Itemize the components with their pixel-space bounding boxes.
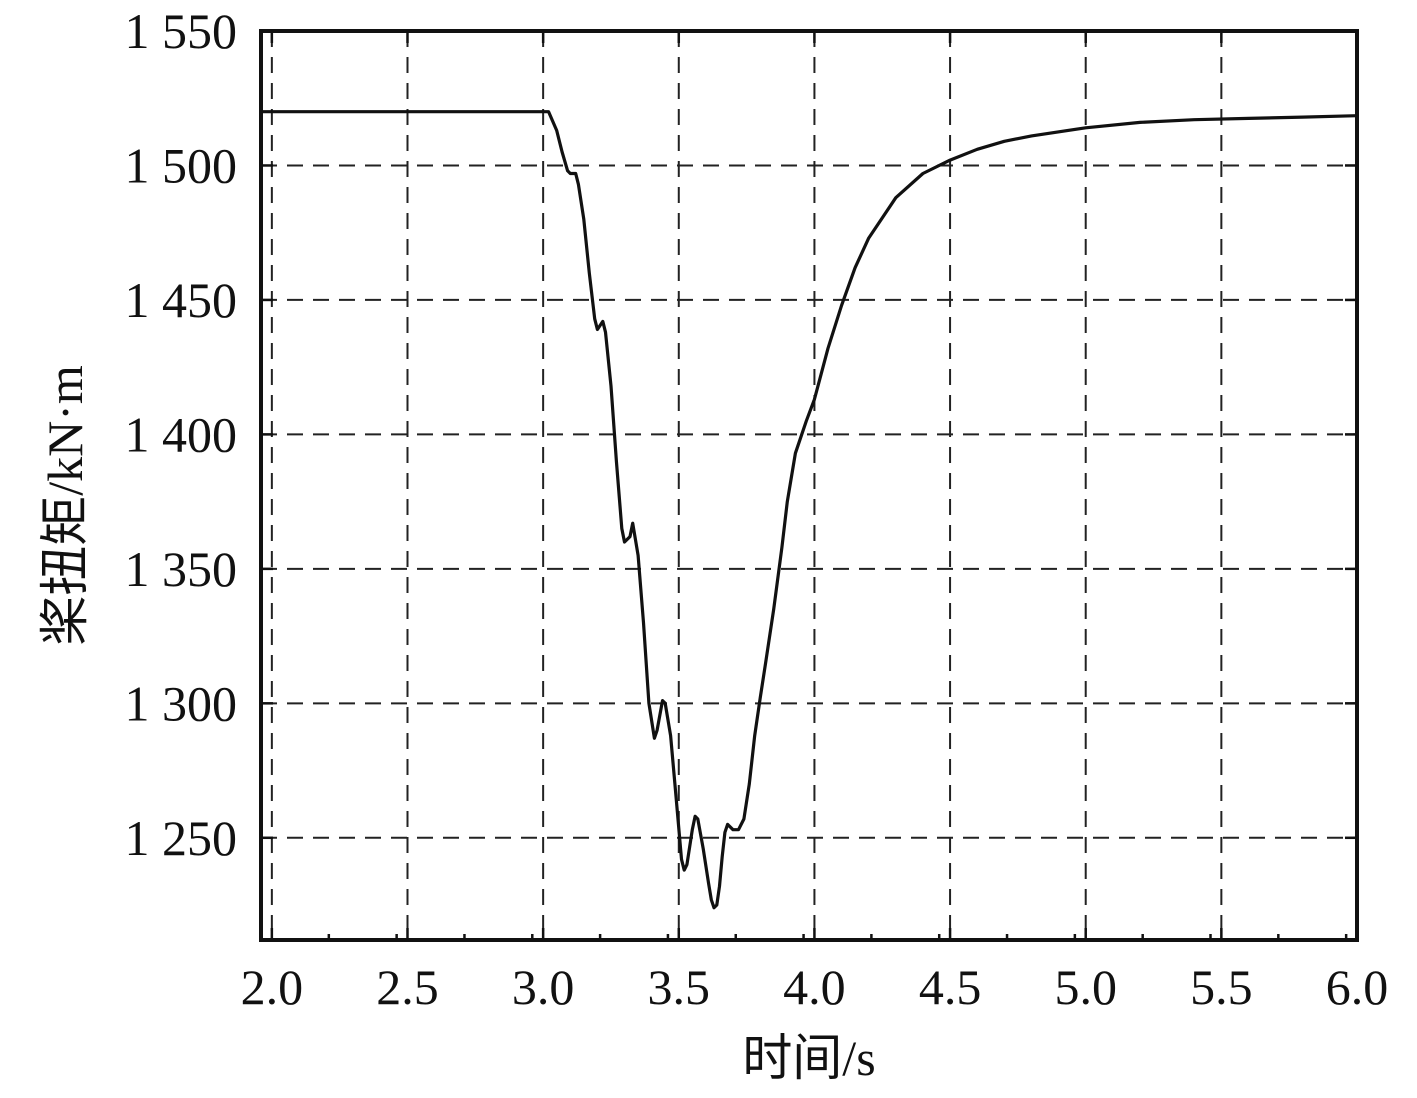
y-tick-labels: 1 250 1 300 1 350 1 400 1 450 1 500 1 550 [125, 3, 238, 866]
plot-frame [259, 29, 1359, 942]
y-tick-label-4: 1 450 [125, 272, 238, 328]
y-tick-label-0: 1 250 [125, 810, 238, 866]
y-tick-label-5: 1 500 [125, 137, 238, 193]
y-tick-label-3: 1 400 [125, 406, 238, 462]
x-tick-label-6: 5.0 [1054, 959, 1117, 1015]
x-tick-label-7: 5.5 [1190, 959, 1253, 1015]
x-axis-title: 时间/s [742, 1030, 875, 1086]
y-tick-label-1: 1 300 [125, 675, 238, 731]
grid-layer [261, 30, 1358, 940]
y-tick-label-6: 1 550 [125, 3, 238, 59]
y-tick-label-2: 1 350 [125, 541, 238, 597]
torque-series-line [259, 110, 1359, 910]
x-tick-label-8: 6.0 [1326, 959, 1389, 1015]
x-tick-labels: 2.0 2.5 3.0 3.5 4.0 4.5 5.0 5.5 6.0 [241, 959, 1389, 1015]
y-axis-title: 桨扭矩/kN·m [37, 365, 93, 646]
x-tick-label-0: 2.0 [241, 959, 304, 1015]
x-tick-label-5: 4.5 [919, 959, 982, 1015]
x-tick-label-3: 3.5 [648, 959, 711, 1015]
x-tick-label-2: 3.0 [512, 959, 575, 1015]
tick-layer [259, 29, 1359, 940]
x-tick-label-4: 4.0 [783, 959, 846, 1015]
x-tick-label-1: 2.5 [376, 959, 439, 1015]
